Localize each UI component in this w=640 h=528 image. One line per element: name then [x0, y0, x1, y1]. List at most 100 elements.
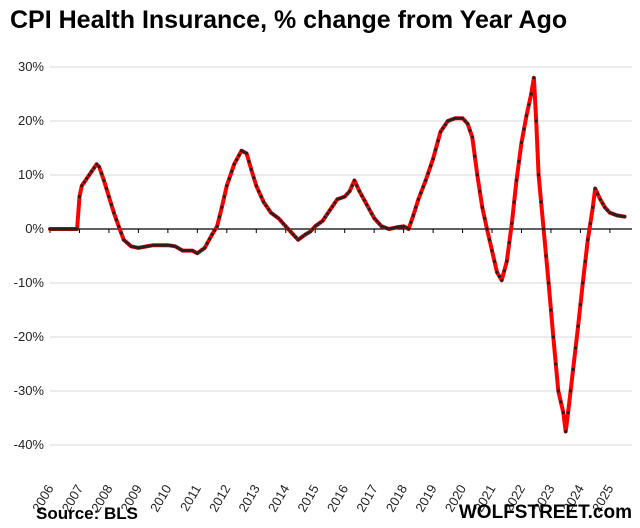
data-point	[372, 216, 376, 220]
data-point	[603, 205, 607, 209]
data-point	[328, 208, 332, 212]
data-point	[375, 219, 379, 223]
y-axis-tick-labels: 30% 20% 10% 0% -10% -20% -30% -40%	[14, 59, 45, 452]
data-point	[154, 243, 158, 247]
data-point	[566, 411, 570, 415]
x-tick-label: 2016	[324, 482, 351, 515]
data-point	[542, 227, 546, 231]
data-point	[532, 76, 536, 80]
data-point	[345, 192, 349, 196]
data-point	[500, 278, 504, 282]
data-point	[217, 215, 221, 219]
data-point	[576, 324, 580, 328]
data-point	[352, 178, 356, 182]
data-point	[230, 169, 234, 173]
data-point	[156, 243, 160, 247]
data-point	[227, 177, 231, 181]
data-point	[411, 213, 415, 218]
data-point	[205, 241, 209, 245]
data-point	[259, 195, 263, 199]
data-point	[333, 201, 337, 205]
data-point	[578, 303, 583, 307]
data-point	[529, 92, 533, 96]
x-tick-label: 2017	[353, 482, 380, 515]
data-point	[480, 205, 484, 209]
data-point	[92, 166, 96, 170]
data-point	[281, 222, 285, 226]
data-point	[478, 189, 482, 193]
data-point	[77, 195, 82, 199]
data-point	[519, 141, 524, 145]
data-point	[551, 335, 555, 339]
data-point	[402, 224, 406, 228]
data-point	[291, 232, 295, 236]
data-point	[68, 227, 72, 231]
chart-title: CPI Health Insurance, % change from Year…	[10, 6, 568, 34]
data-point	[50, 227, 55, 231]
data-point	[384, 226, 388, 230]
data-point	[114, 218, 118, 222]
data-point	[53, 227, 57, 231]
data-point	[583, 259, 587, 263]
data-point	[350, 184, 354, 188]
data-point	[360, 194, 364, 198]
data-point	[82, 180, 86, 184]
data-point	[97, 165, 101, 169]
data-point	[141, 245, 145, 249]
data-point	[235, 158, 239, 162]
data-point	[316, 222, 320, 227]
data-point	[323, 215, 327, 219]
data-point	[286, 227, 290, 231]
data-point	[158, 243, 163, 247]
data-point	[119, 231, 123, 235]
data-point	[318, 221, 322, 225]
data-point	[299, 236, 303, 240]
data-point	[195, 251, 199, 255]
data-point	[446, 119, 450, 123]
data-point	[377, 222, 381, 226]
data-point	[127, 242, 131, 246]
data-point	[269, 211, 273, 215]
data-point	[416, 197, 420, 201]
data-point	[605, 208, 610, 212]
data-point	[355, 184, 359, 188]
data-point	[146, 244, 150, 248]
data-point	[48, 227, 52, 231]
data-point	[397, 225, 401, 229]
data-point	[58, 227, 62, 231]
series-line	[48, 75, 627, 434]
data-point	[232, 162, 236, 166]
data-point	[190, 249, 194, 253]
x-tick-label: 2011	[177, 482, 204, 514]
data-point	[109, 203, 113, 207]
data-point	[431, 157, 435, 161]
data-point	[289, 230, 293, 234]
data-point	[139, 245, 143, 249]
data-point	[522, 127, 526, 131]
data-point	[514, 178, 519, 182]
data-point	[426, 171, 430, 175]
data-point	[623, 215, 627, 219]
data-point	[473, 154, 477, 158]
data-point	[421, 185, 425, 189]
data-point	[399, 225, 403, 229]
data-point	[247, 159, 251, 164]
data-point	[556, 389, 560, 393]
data-point	[357, 189, 361, 193]
data-point	[534, 119, 538, 123]
data-point	[210, 232, 214, 236]
data-point	[313, 224, 317, 228]
data-point	[620, 214, 624, 218]
data-point	[279, 219, 283, 223]
data-point	[55, 227, 60, 231]
data-point	[466, 122, 470, 126]
data-point	[451, 117, 455, 121]
y-tick-label: -40%	[14, 437, 45, 452]
data-point	[389, 226, 393, 231]
data-point	[237, 153, 241, 157]
data-point	[569, 389, 573, 393]
data-point	[456, 116, 460, 120]
source-note: Source: BLS	[36, 504, 139, 523]
data-point	[610, 212, 615, 216]
data-point	[193, 250, 197, 254]
